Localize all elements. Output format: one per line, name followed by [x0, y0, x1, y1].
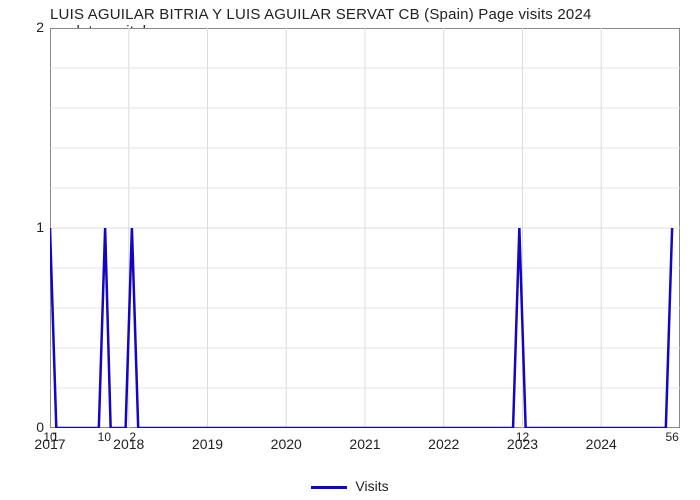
x-tick-minor-label: 1	[52, 430, 59, 444]
x-tick-minor-label: 12	[516, 430, 529, 444]
legend: Visits	[0, 478, 700, 494]
chart-svg	[50, 28, 680, 428]
x-tick-minor-label: 10	[98, 430, 111, 444]
legend-swatch	[311, 486, 347, 489]
x-tick-minor-label: 56	[665, 430, 678, 444]
x-tick-label: 2021	[349, 436, 380, 452]
x-tick-label: 2019	[192, 436, 223, 452]
x-tick-label: 2020	[271, 436, 302, 452]
y-tick-label: 1	[0, 219, 44, 235]
legend-label: Visits	[355, 478, 388, 494]
x-tick-minor-label: 2	[129, 430, 136, 444]
chart-plot	[50, 28, 680, 428]
x-tick-label: 2022	[428, 436, 459, 452]
y-tick-label: 0	[0, 419, 44, 435]
y-tick-label: 2	[0, 19, 44, 35]
x-tick-label: 2024	[586, 436, 617, 452]
